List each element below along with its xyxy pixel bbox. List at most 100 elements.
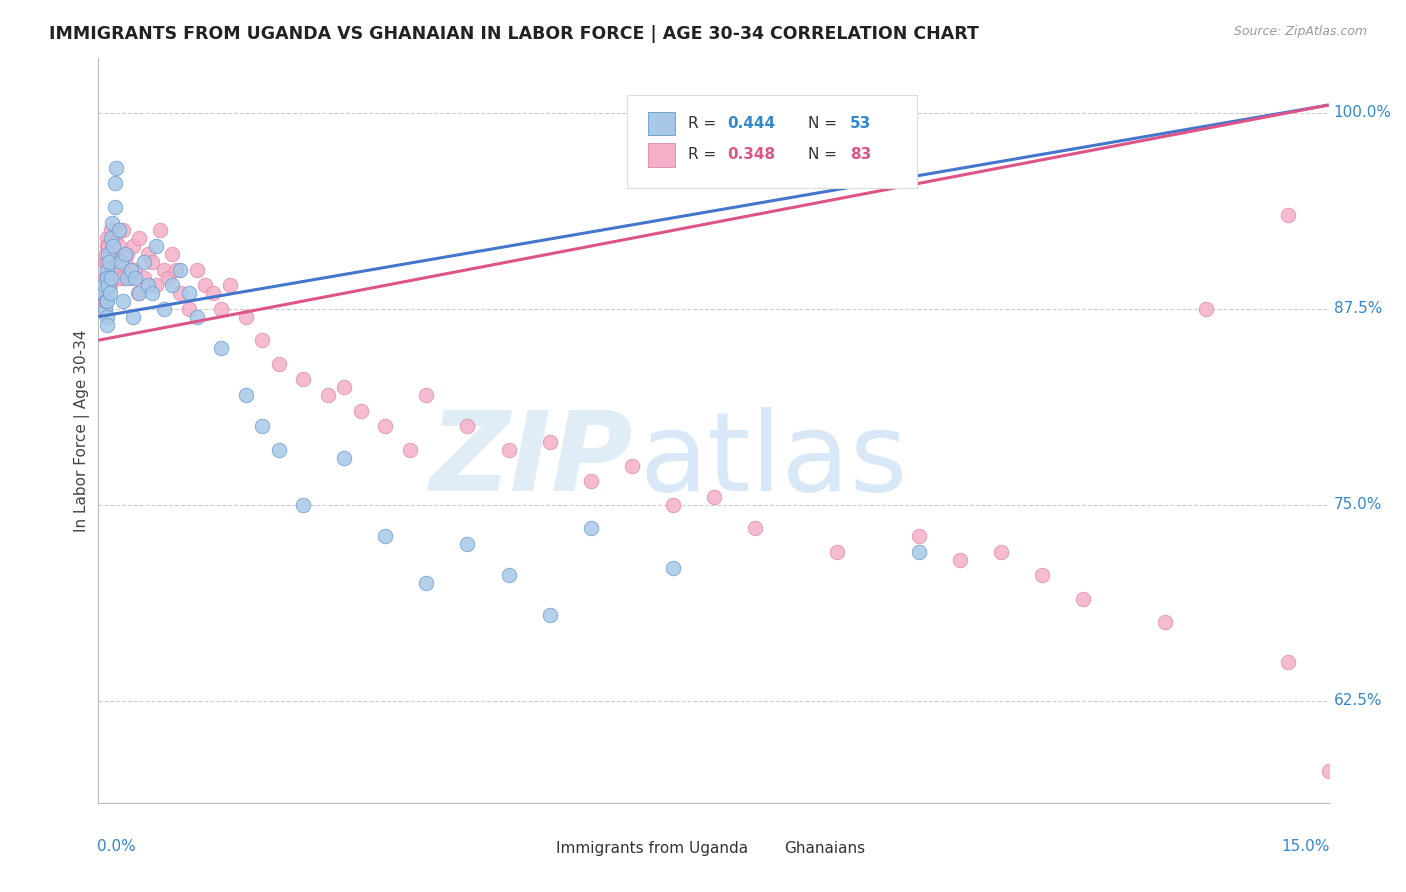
Point (1071, 591, 1094, 606)
Point (97, 239, 120, 253)
Point (211, 301, 233, 316)
Point (252, 333, 274, 347)
Point (579, 475, 602, 489)
Point (415, 576, 437, 591)
Point (96, 286, 118, 301)
Point (104, 247, 127, 261)
Point (1277, 208, 1299, 222)
Point (96, 270, 118, 285)
Point (153, 262, 176, 277)
Point (136, 278, 159, 293)
Point (153, 301, 176, 316)
Point (1277, 655, 1299, 669)
Point (267, 357, 290, 371)
Point (538, 435, 561, 450)
Point (103, 262, 125, 277)
Text: 83: 83 (851, 147, 872, 162)
Point (103, 239, 125, 253)
Point (112, 270, 135, 285)
Point (218, 278, 240, 293)
Point (94, 293, 117, 308)
Point (127, 286, 149, 301)
Text: Ghanaians: Ghanaians (783, 841, 865, 856)
Point (498, 442, 520, 457)
Point (235, 388, 257, 402)
Point (211, 341, 233, 355)
Point (96, 318, 118, 332)
Text: Source: ZipAtlas.com: Source: ZipAtlas.com (1233, 25, 1367, 38)
Bar (648, 112, 675, 136)
Text: IMMIGRANTS FROM UGANDA VS GHANAIAN IN LABOR FORCE | AGE 30-34 CORRELATION CHART: IMMIGRANTS FROM UGANDA VS GHANAIAN IN LA… (49, 25, 979, 43)
Point (1195, 301, 1218, 316)
Text: 0.444: 0.444 (727, 116, 775, 131)
Point (136, 247, 159, 261)
Point (1153, 615, 1175, 630)
Point (194, 278, 217, 293)
Point (399, 442, 422, 457)
Point (96, 293, 118, 308)
Point (350, 404, 373, 418)
Point (157, 270, 180, 285)
Point (907, 529, 929, 543)
Point (333, 380, 356, 394)
Point (374, 529, 396, 543)
Point (186, 310, 208, 324)
Point (907, 545, 929, 559)
Point (115, 270, 138, 285)
Point (93, 270, 115, 285)
Point (118, 262, 141, 277)
Point (316, 388, 339, 402)
Point (120, 270, 142, 285)
Y-axis label: In Labor Force | Age 30-34: In Labor Force | Age 30-34 (75, 329, 90, 532)
Point (122, 239, 145, 253)
Point (825, 545, 848, 559)
Point (97, 278, 120, 293)
Point (96, 262, 118, 277)
Point (333, 450, 356, 465)
Point (252, 419, 274, 434)
Bar (648, 143, 675, 167)
Point (105, 255, 128, 269)
Point (374, 419, 396, 434)
Point (94, 247, 117, 261)
Point (128, 231, 150, 245)
Point (91, 301, 114, 316)
Point (110, 262, 132, 277)
Point (141, 286, 163, 301)
Point (292, 498, 315, 512)
Point (661, 560, 683, 574)
Point (141, 255, 163, 269)
Point (104, 231, 127, 245)
Point (202, 286, 225, 301)
Point (101, 270, 124, 285)
Text: R =: R = (688, 116, 721, 131)
Point (145, 239, 167, 253)
Point (94, 270, 117, 285)
Text: 15.0%: 15.0% (1281, 838, 1330, 854)
Point (1031, 568, 1053, 582)
Text: N =: N = (808, 116, 842, 131)
Point (105, 161, 128, 175)
Point (456, 537, 478, 551)
Text: 53: 53 (851, 116, 872, 131)
Point (132, 270, 155, 285)
Point (149, 223, 172, 237)
Point (96, 255, 118, 269)
Point (100, 231, 122, 245)
Point (114, 247, 136, 261)
Point (108, 223, 131, 237)
Point (100, 270, 122, 285)
Point (177, 286, 200, 301)
FancyBboxPatch shape (627, 95, 917, 188)
Point (177, 301, 200, 316)
Point (101, 216, 124, 230)
Point (91, 286, 114, 301)
Point (235, 310, 257, 324)
Point (165, 262, 187, 277)
Point (98, 255, 121, 269)
Text: Immigrants from Uganda: Immigrants from Uganda (557, 841, 748, 856)
Point (94, 293, 117, 308)
Point (114, 255, 136, 269)
Point (98, 278, 121, 293)
Point (98, 286, 121, 301)
